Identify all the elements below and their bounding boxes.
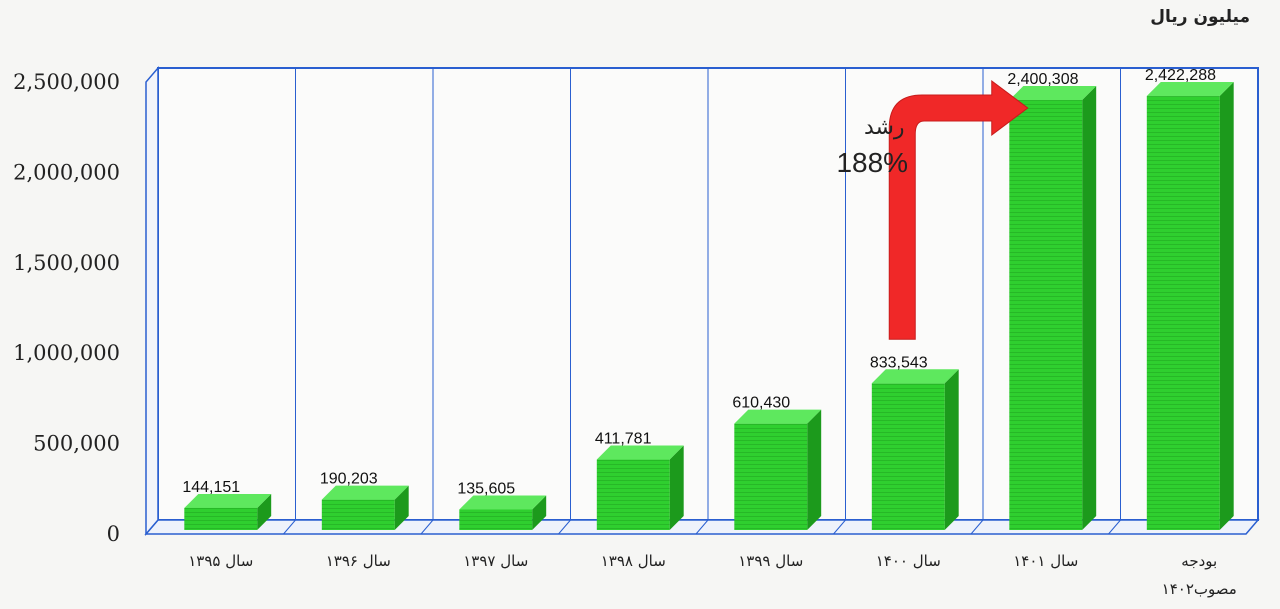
category-label: سال ۱۳۹۶ bbox=[326, 552, 391, 570]
category-label: سال ۱۳۹۵ bbox=[188, 552, 253, 570]
bar-side bbox=[257, 493, 272, 530]
growth-word: رشد bbox=[864, 115, 905, 140]
floor-gridline bbox=[833, 519, 846, 535]
data-label: 411,781 bbox=[595, 431, 652, 448]
category-label: سال ۱۳۹۹ bbox=[738, 552, 803, 570]
category-label: سال ۱۳۹۷ bbox=[463, 552, 528, 570]
category-label: سال ۱۴۰۱ bbox=[1013, 552, 1078, 570]
data-label: 190,203 bbox=[320, 471, 378, 488]
plot-side-wall bbox=[145, 65, 159, 537]
bar bbox=[321, 499, 395, 530]
bar-top bbox=[734, 409, 822, 424]
y-tick-label: 2,000,000 bbox=[13, 160, 120, 184]
bar bbox=[1146, 96, 1220, 531]
bar-top bbox=[184, 493, 272, 508]
bar-top bbox=[321, 485, 409, 500]
y-tick-label: 0 bbox=[107, 522, 120, 546]
bar bbox=[596, 459, 670, 530]
category-label: بودجه bbox=[1181, 552, 1217, 570]
floor-gridline bbox=[283, 519, 296, 535]
bar bbox=[459, 509, 533, 530]
bar-side bbox=[1219, 82, 1234, 531]
data-label: 833,543 bbox=[870, 354, 928, 371]
bar-side bbox=[1082, 86, 1097, 530]
floor-gridline bbox=[695, 519, 709, 535]
bar bbox=[1009, 100, 1083, 530]
floor-gridline bbox=[970, 519, 984, 535]
category-label: سال ۱۳۹۸ bbox=[601, 552, 666, 570]
bar bbox=[734, 423, 808, 530]
bar-side bbox=[944, 369, 959, 530]
bar-side bbox=[394, 485, 409, 530]
bar-side bbox=[669, 445, 684, 530]
bar bbox=[184, 507, 258, 530]
growth-arrow-icon bbox=[888, 80, 1029, 340]
y-tick-label: 1,000,000 bbox=[13, 341, 120, 365]
bar-top bbox=[596, 445, 684, 460]
bar-side bbox=[532, 495, 547, 530]
category-label: مصوب۱۴۰۲ bbox=[1162, 580, 1237, 598]
bar-side bbox=[807, 409, 822, 530]
data-label: 2,422,288 bbox=[1145, 67, 1216, 84]
data-label: 135,605 bbox=[457, 480, 515, 497]
data-label: 610,430 bbox=[732, 395, 790, 412]
y-tick-label: 2,500,000 bbox=[13, 70, 120, 94]
y-tick-label: 1,500,000 bbox=[13, 251, 120, 275]
bar-top bbox=[459, 495, 547, 510]
y-tick-label: 500,000 bbox=[33, 432, 120, 456]
bar bbox=[871, 383, 945, 530]
floor-gridline bbox=[420, 519, 434, 535]
category-label: سال ۱۴۰۰ bbox=[876, 552, 941, 570]
data-label: 144,151 bbox=[182, 479, 240, 496]
growth-percent: 188% bbox=[836, 147, 908, 178]
unit-label: میلیون ریال bbox=[1150, 7, 1250, 27]
bar-top bbox=[1146, 82, 1234, 97]
floor-gridline bbox=[558, 519, 571, 535]
bar-top bbox=[1009, 86, 1097, 101]
floor-gridline bbox=[1108, 519, 1121, 535]
data-label: 2,400,308 bbox=[1007, 71, 1078, 88]
bar-top bbox=[871, 369, 959, 384]
